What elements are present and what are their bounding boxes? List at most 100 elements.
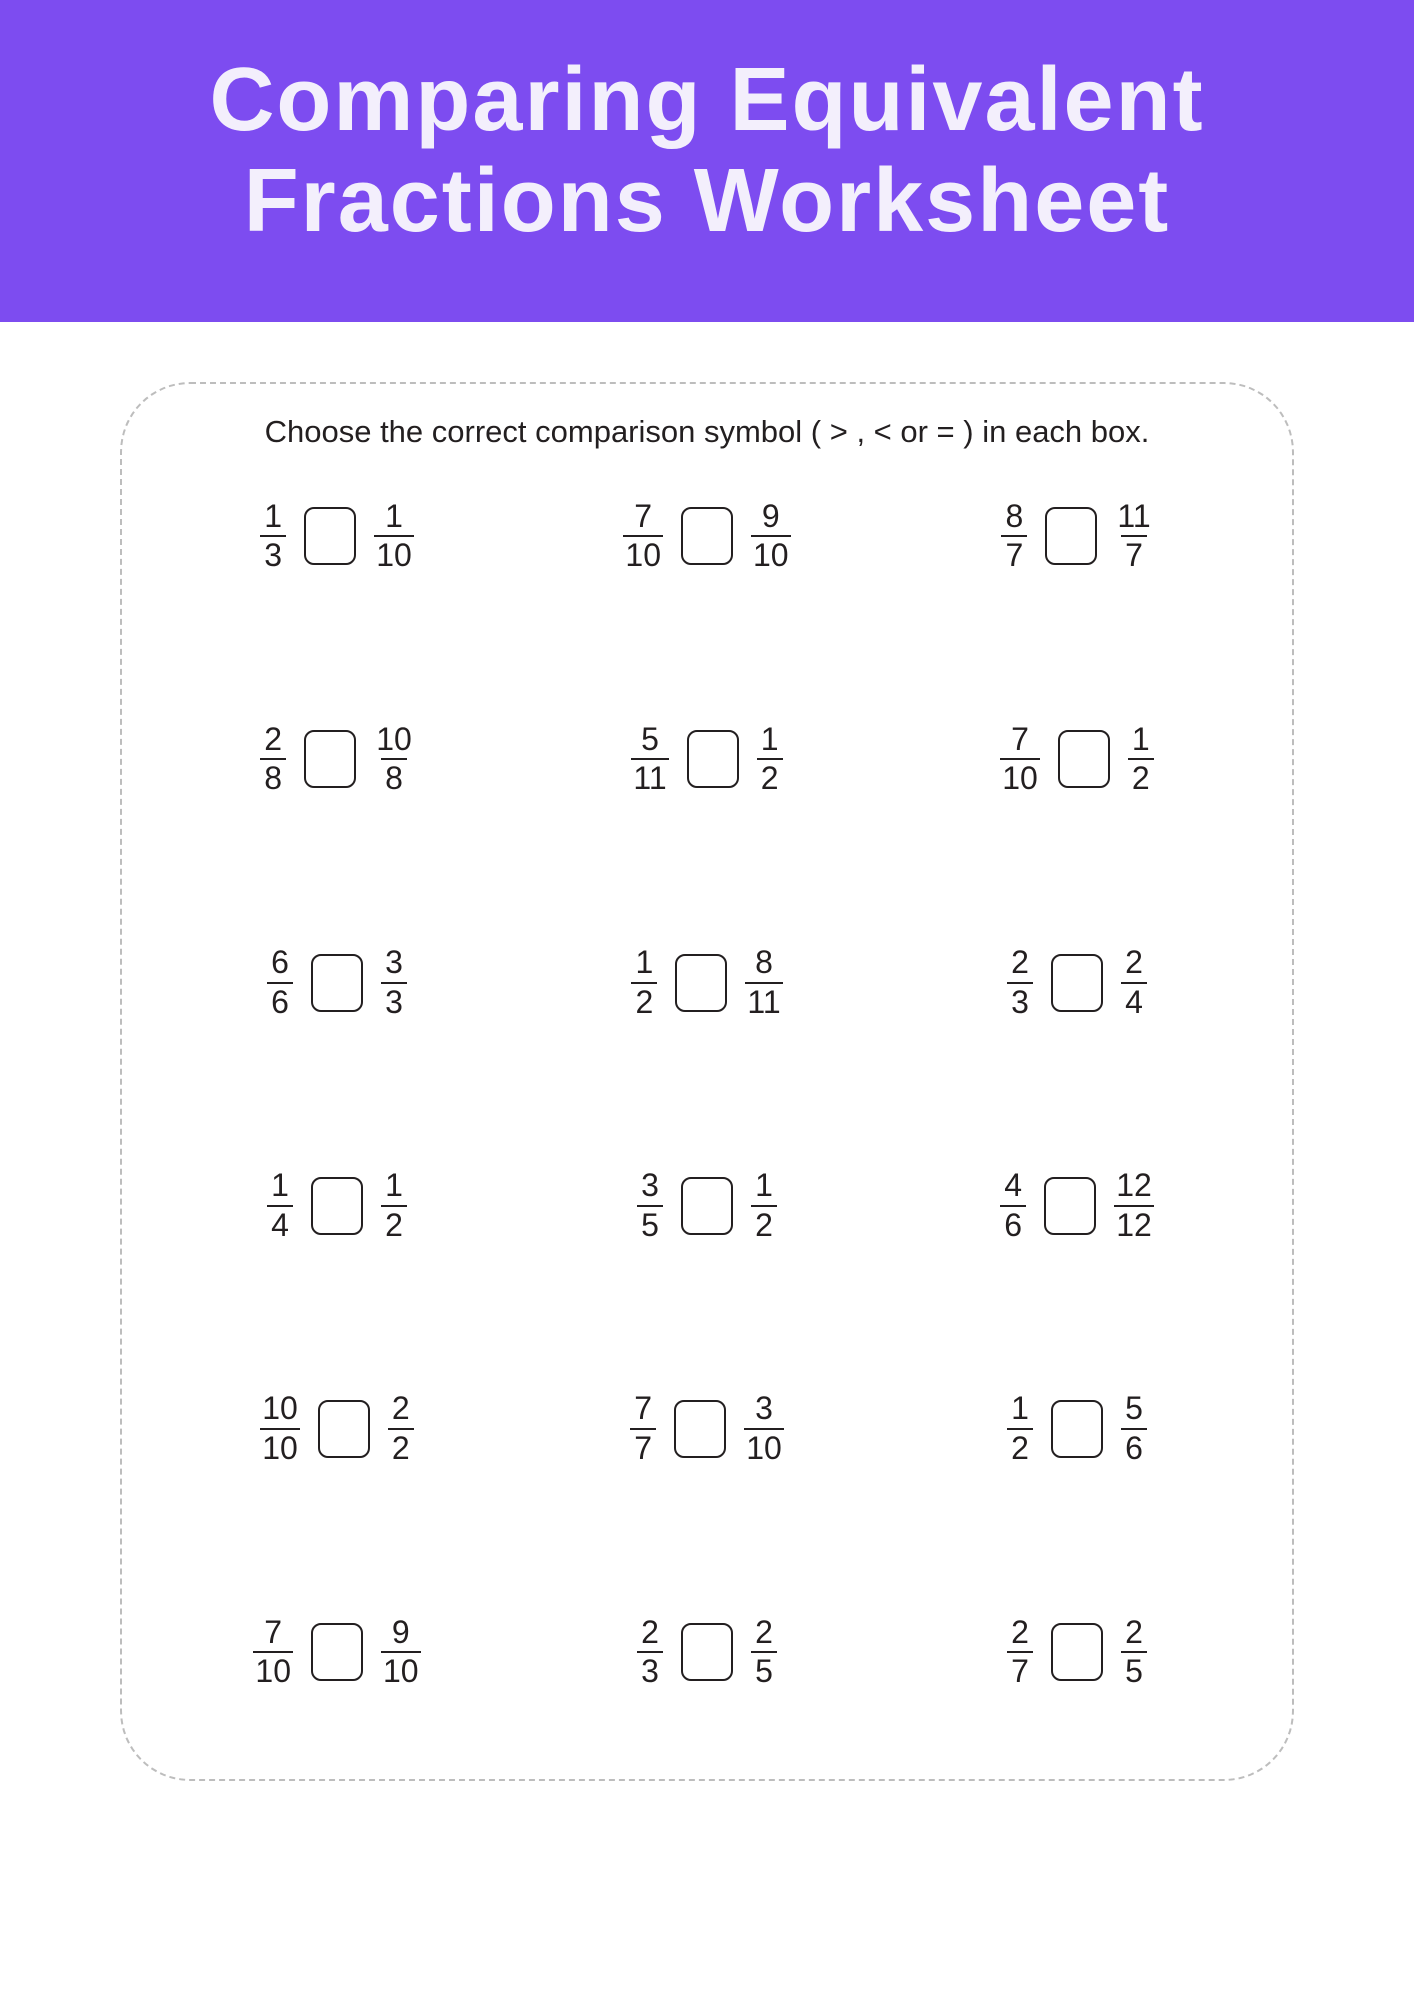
numerator: 4 [1002, 1169, 1024, 1205]
fraction-left: 23 [1007, 946, 1033, 1019]
numerator: 2 [262, 723, 284, 759]
numerator: 11 [1115, 500, 1152, 536]
numerator: 9 [390, 1616, 412, 1652]
fraction-right: 56 [1121, 1392, 1147, 1465]
answer-box[interactable] [1045, 507, 1097, 565]
fraction-left: 511 [631, 723, 668, 796]
problem: 710910 [162, 1616, 512, 1689]
numerator: 10 [374, 723, 414, 759]
answer-box[interactable] [1058, 730, 1110, 788]
problem: 710910 [532, 500, 882, 573]
denominator: 10 [381, 1651, 421, 1689]
problems-grid: 1311071091087117281085111271012663312811… [162, 500, 1252, 1689]
answer-box[interactable] [681, 1623, 733, 1681]
numerator: 2 [1009, 946, 1031, 982]
denominator: 2 [381, 1205, 407, 1243]
denominator: 2 [631, 982, 657, 1020]
numerator: 9 [760, 500, 782, 536]
denominator: 4 [267, 1205, 293, 1243]
numerator: 1 [633, 946, 655, 982]
answer-box[interactable] [311, 1623, 363, 1681]
denominator: 2 [1128, 758, 1154, 796]
denominator: 10 [1000, 758, 1040, 796]
denominator: 2 [751, 1205, 777, 1243]
numerator: 1 [1130, 723, 1152, 759]
numerator: 3 [753, 1392, 775, 1428]
problem: 2725 [902, 1616, 1252, 1689]
answer-box[interactable] [304, 730, 356, 788]
answer-box[interactable] [1044, 1177, 1096, 1235]
fraction-left: 710 [623, 500, 663, 573]
denominator: 3 [637, 1651, 663, 1689]
worksheet-header: Comparing Equivalent Fractions Worksheet [0, 0, 1414, 322]
problem: 511 12 [532, 723, 882, 796]
numerator: 1 [269, 1169, 291, 1205]
numerator: 1 [383, 500, 405, 536]
numerator: 2 [390, 1392, 412, 1428]
answer-box[interactable] [681, 507, 733, 565]
denominator: 6 [1000, 1205, 1026, 1243]
denominator: 11 [631, 758, 668, 796]
fraction-left: 12 [1007, 1392, 1033, 1465]
fraction-left: 77 [630, 1392, 656, 1465]
denominator: 6 [1121, 1428, 1147, 1466]
denominator: 2 [388, 1428, 414, 1466]
numerator: 7 [262, 1616, 284, 1652]
fraction-right: 110 [374, 500, 414, 573]
problem: 46 1212 [902, 1169, 1252, 1242]
problem: 710 12 [902, 723, 1252, 796]
denominator: 3 [260, 535, 286, 573]
fraction-left: 12 [631, 946, 657, 1019]
denominator: 5 [751, 1651, 777, 1689]
denominator: 8 [260, 758, 286, 796]
fraction-left: 28 [260, 723, 286, 796]
numerator: 5 [639, 723, 661, 759]
denominator: 7 [1001, 535, 1027, 573]
numerator: 1 [759, 723, 781, 759]
worksheet-body-wrap: Choose the correct comparison symbol ( >… [0, 322, 1414, 1821]
problem: 12 56 [902, 1392, 1252, 1465]
answer-box[interactable] [675, 954, 727, 1012]
fraction-left: 66 [267, 946, 293, 1019]
fraction-left: 87 [1001, 500, 1027, 573]
answer-box[interactable] [1051, 1623, 1103, 1681]
problem: 87117 [902, 500, 1252, 573]
answer-box[interactable] [304, 507, 356, 565]
fraction-left: 27 [1007, 1616, 1033, 1689]
answer-box[interactable] [687, 730, 739, 788]
denominator: 7 [1121, 535, 1147, 573]
problem: 3512 [532, 1169, 882, 1242]
problem: 2325 [532, 1616, 882, 1689]
denominator: 6 [267, 982, 293, 1020]
fraction-right: 12 [757, 723, 783, 796]
answer-box[interactable] [311, 1177, 363, 1235]
numerator: 2 [1123, 1616, 1145, 1652]
denominator: 3 [381, 982, 407, 1020]
answer-box[interactable] [311, 954, 363, 1012]
denominator: 5 [1121, 1651, 1147, 1689]
numerator: 1 [383, 1169, 405, 1205]
problem: 1 3 110 [162, 500, 512, 573]
denominator: 12 [1114, 1205, 1154, 1243]
numerator: 1 [1009, 1392, 1031, 1428]
answer-box[interactable] [674, 1400, 726, 1458]
answer-box[interactable] [318, 1400, 370, 1458]
fraction-left: 23 [637, 1616, 663, 1689]
answer-box[interactable] [681, 1177, 733, 1235]
answer-box[interactable] [1051, 954, 1103, 1012]
fraction-left: 35 [637, 1169, 663, 1242]
numerator: 7 [632, 500, 654, 536]
numerator: 10 [260, 1392, 300, 1428]
denominator: 4 [1121, 982, 1147, 1020]
numerator: 12 [1114, 1169, 1154, 1205]
numerator: 8 [753, 946, 775, 982]
answer-box[interactable] [1051, 1400, 1103, 1458]
fraction-right: 12 [381, 1169, 407, 1242]
denominator: 2 [1007, 1428, 1033, 1466]
numerator: 3 [639, 1169, 661, 1205]
numerator: 2 [1009, 1616, 1031, 1652]
denominator: 10 [751, 535, 791, 573]
denominator: 10 [623, 535, 663, 573]
title-line-2: Fractions Worksheet [244, 151, 1171, 251]
fraction-left: 710 [1000, 723, 1040, 796]
